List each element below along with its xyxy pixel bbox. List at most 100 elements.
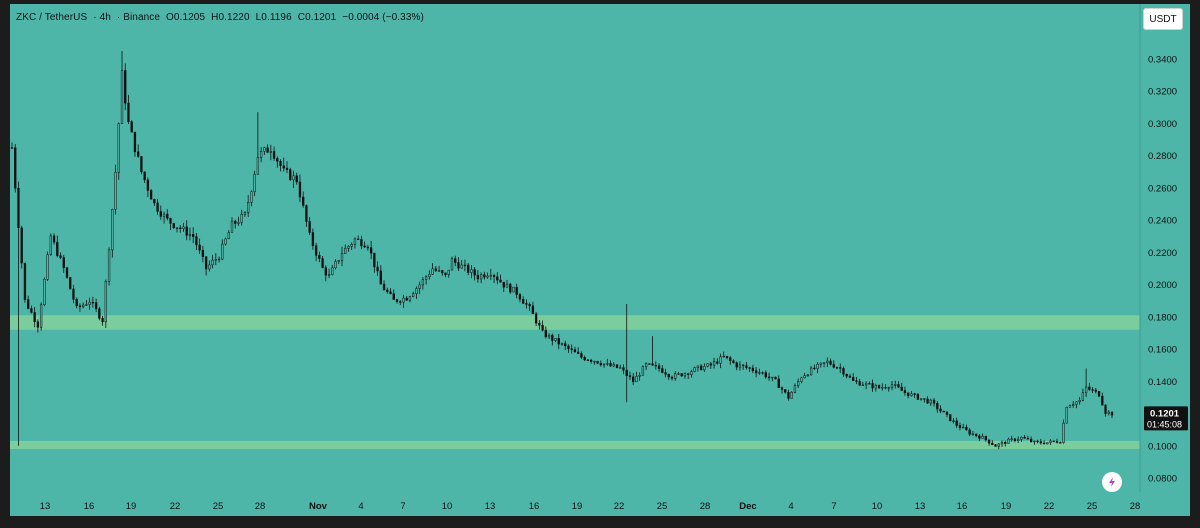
candle-body — [515, 286, 518, 295]
candle-body — [522, 299, 525, 304]
candle-body — [305, 205, 308, 222]
open-value: O0.1205 — [166, 12, 206, 23]
candle-body — [337, 260, 340, 262]
candle-body — [454, 258, 457, 263]
candle-body — [172, 223, 175, 228]
candle-body — [65, 267, 69, 278]
x-tick-label: 7 — [831, 501, 836, 512]
x-tick-label: 10 — [872, 501, 883, 512]
symbol-name[interactable]: ZKC / TetherUS — [16, 12, 88, 23]
y-tick-label: 0.2000 — [1148, 280, 1177, 291]
candle-body — [1075, 401, 1078, 405]
candle-body — [23, 262, 27, 300]
candle-body — [369, 247, 373, 254]
candle-body — [586, 359, 590, 361]
candle-body — [518, 294, 522, 300]
x-tick-label: 7 — [400, 501, 405, 512]
candle-body — [732, 360, 735, 364]
candle-body — [1091, 389, 1094, 391]
candle-body — [111, 209, 114, 251]
x-tick-label: 19 — [126, 501, 137, 512]
x-tick-label: 13 — [915, 501, 926, 512]
candle-body — [894, 384, 897, 386]
candle-body — [347, 245, 350, 249]
candle-body — [958, 425, 962, 429]
candle-body — [247, 202, 250, 213]
candle-body — [253, 173, 256, 192]
candle-body — [991, 442, 994, 445]
y-tick-label: 0.3400 — [1148, 55, 1177, 66]
candle-body — [195, 236, 198, 246]
candle-body — [30, 308, 33, 313]
candle-body — [612, 364, 615, 367]
candle-body — [85, 304, 88, 306]
candle-body — [803, 375, 806, 379]
candle-body — [709, 363, 712, 366]
candle-body — [683, 373, 687, 377]
candle-body — [670, 376, 674, 379]
candle-body — [234, 220, 237, 224]
candle-body — [43, 279, 46, 306]
candle-body — [910, 393, 913, 397]
candle-body — [318, 255, 321, 259]
candle-body — [289, 169, 292, 181]
candle-body — [259, 151, 263, 158]
candle-body — [405, 297, 408, 301]
candle-body — [661, 368, 664, 373]
candle-body — [644, 363, 648, 367]
candle-body — [557, 338, 560, 345]
candle-body — [1004, 441, 1007, 444]
candle-body — [764, 372, 767, 378]
candle-body — [1055, 441, 1059, 443]
candle-body — [547, 334, 551, 338]
candle-body — [415, 288, 418, 295]
candle-body — [127, 102, 130, 123]
x-tick-label: 25 — [213, 501, 224, 512]
candle-body — [1049, 440, 1052, 443]
candle-body — [169, 218, 172, 224]
y-tick-label: 0.3200 — [1148, 87, 1177, 98]
candle-body — [1078, 399, 1081, 403]
candle-body — [554, 338, 557, 341]
candle-body — [130, 121, 133, 133]
candle-body — [942, 410, 945, 413]
candle-body — [809, 367, 813, 376]
candle-body — [27, 299, 30, 309]
candle-body — [703, 366, 706, 371]
candle-body — [117, 123, 120, 173]
candle-body — [564, 343, 567, 347]
candle-body — [742, 364, 745, 367]
candle-body — [719, 356, 722, 364]
candle-body — [822, 362, 826, 364]
candle-body — [363, 245, 366, 248]
candle-body — [978, 435, 981, 439]
candle-body — [1010, 438, 1013, 440]
candle-body — [758, 372, 761, 374]
candle-body — [204, 256, 208, 270]
candle-body — [877, 385, 881, 389]
x-tick-label: 4 — [358, 501, 363, 512]
candle-body — [298, 181, 302, 198]
candle-body — [861, 384, 865, 386]
candle-body — [625, 369, 628, 376]
candle-body — [738, 364, 742, 368]
candle-body — [871, 383, 874, 389]
x-tick-label: 13 — [40, 501, 51, 512]
candle-body — [1088, 386, 1091, 390]
candle-body — [1065, 406, 1068, 424]
candle-body — [816, 363, 819, 369]
candle-body — [890, 384, 894, 388]
candle-body — [437, 270, 441, 272]
candle-body — [1023, 436, 1026, 439]
candle-body — [279, 160, 282, 167]
candle-body — [185, 226, 188, 236]
candle-body — [800, 377, 803, 382]
flash-icon[interactable] — [1102, 472, 1122, 492]
currency-button[interactable]: USDT — [1143, 8, 1183, 30]
candle-body — [208, 264, 211, 270]
candle-body — [767, 376, 771, 378]
candle-body — [945, 411, 949, 415]
candle-body — [797, 381, 800, 386]
candle-body — [499, 279, 502, 283]
